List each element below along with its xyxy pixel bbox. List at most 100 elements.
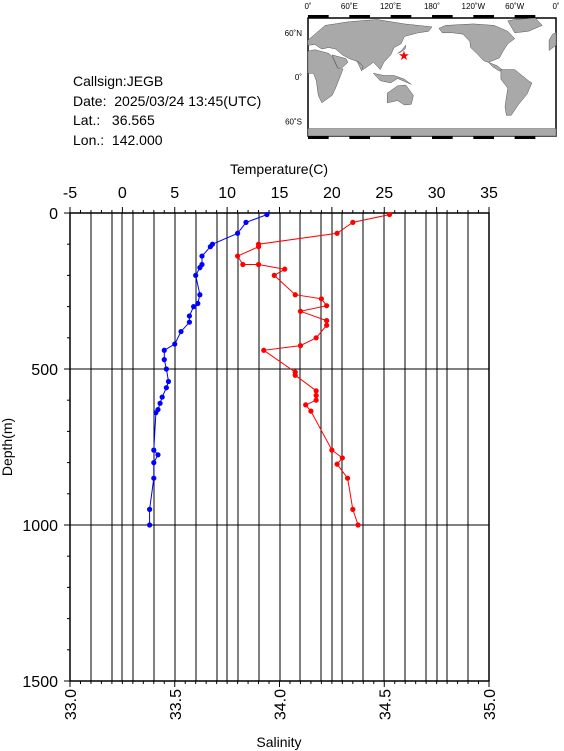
map-frame-ticks xyxy=(308,15,536,139)
salinity-point xyxy=(151,475,157,481)
salinity-point xyxy=(264,211,270,218)
temperature-tick-label: 20 xyxy=(323,185,341,202)
temperature-point xyxy=(324,303,330,309)
salinity-point xyxy=(197,292,203,298)
temperature-point xyxy=(329,447,335,453)
depth-tick-label: 1000 xyxy=(22,518,58,535)
map-frame-segment xyxy=(473,15,494,18)
map-frame-segment xyxy=(390,136,412,139)
temperature-tick-label: 30 xyxy=(428,185,446,202)
temperature-tick-label: 25 xyxy=(375,185,393,202)
map-longitude-label: 0˚ xyxy=(304,2,311,11)
land-shape xyxy=(438,23,516,63)
map-longitude-labels: 0˚ 60˚E 120˚E 180˚ 120˚W 60˚W 0˚ xyxy=(304,2,559,11)
map-longitude-label: 120˚E xyxy=(380,2,401,11)
temperature-point xyxy=(350,219,356,225)
temperature-point xyxy=(334,230,340,236)
salinity-point xyxy=(235,230,241,236)
salinity-point xyxy=(159,394,165,400)
temperature-point xyxy=(313,392,319,399)
map-frame-segment xyxy=(514,136,536,139)
salinity-point xyxy=(151,460,157,466)
temperature-axis-label: Temperature(C) xyxy=(230,161,328,177)
map-frame-segment xyxy=(308,15,329,18)
temperature-point xyxy=(355,522,361,528)
callsign-label: Callsign:JEGB xyxy=(73,73,164,89)
temperature-profile-line xyxy=(236,214,390,526)
map-frame-segment xyxy=(473,136,494,139)
land-shape xyxy=(307,19,433,71)
map-latitude-label: 60˚S xyxy=(285,117,302,126)
temperature-point xyxy=(334,461,340,467)
map-longitude-label: 180˚ xyxy=(424,2,440,11)
temperature-point xyxy=(292,372,298,378)
date-label: Date: 2025/03/24 13:45(UTC) xyxy=(73,92,262,109)
map-frame-segment xyxy=(432,136,453,139)
temperature-point xyxy=(308,408,314,414)
salinity-tick-label: 34.0 xyxy=(273,689,290,720)
map-latitude-labels: 60˚N 0˚ 60˚S xyxy=(285,29,303,127)
temperature-point xyxy=(261,347,267,353)
temperature-tick-label: 10 xyxy=(218,185,236,202)
salinity-tick-labels: 33.0 33.5 34.0 34.5 35.0 xyxy=(63,689,499,720)
land-shape xyxy=(397,44,407,54)
map-longitude-label: 0˚ xyxy=(552,2,559,11)
salinity-point xyxy=(191,304,197,310)
minor-ticks xyxy=(64,207,490,687)
latitude-label: Lat.: 36.565 xyxy=(73,112,155,128)
salinity-tick-label: 33.5 xyxy=(168,689,185,720)
temperature-point xyxy=(297,343,304,349)
salinity-point xyxy=(161,347,167,353)
chart-grid xyxy=(69,213,490,681)
temperature-point xyxy=(282,266,288,272)
longitude-label: Lon.: 142.000 xyxy=(73,131,163,148)
land-shape xyxy=(307,128,557,137)
temperature-tick-label: 5 xyxy=(170,185,179,202)
temperature-point xyxy=(324,322,330,328)
temperature-tick-labels: -5 0 5 10 15 20 25 30 35 xyxy=(63,185,498,202)
temperature-point xyxy=(344,475,351,481)
land-shape xyxy=(331,54,349,68)
series-layer xyxy=(147,211,393,528)
depth-tick-label: 1500 xyxy=(22,674,58,691)
salinity-point xyxy=(243,219,249,225)
temperature-point xyxy=(292,292,298,298)
map-frame-segment xyxy=(349,136,370,139)
map-latitude-label: 60˚N xyxy=(285,29,303,38)
map-frame-segment xyxy=(390,15,412,18)
land-shape xyxy=(386,84,414,106)
temperature-point xyxy=(339,455,345,461)
temperature-tick-label: 15 xyxy=(271,185,289,202)
land-shape xyxy=(356,60,364,72)
salinity-point xyxy=(147,506,153,512)
temperature-tick-label: -5 xyxy=(63,185,77,202)
station-info: Callsign:JEGB Date: 2025/03/24 13:45(UTC… xyxy=(73,72,261,150)
salinity-point xyxy=(207,244,213,250)
temperature-point xyxy=(271,272,277,278)
map-longitude-label: 60˚E xyxy=(341,2,358,11)
salinity-point xyxy=(165,378,172,385)
land-shape xyxy=(548,32,557,52)
temperature-point xyxy=(313,397,319,403)
map-frame-segment xyxy=(514,15,536,18)
location-map: 0˚ 60˚E 120˚E 180˚ 120˚W 60˚W 0˚ 60˚N 0˚ 60˚S ★ xyxy=(285,2,560,139)
salinity-point xyxy=(153,410,159,416)
temperature-point xyxy=(318,296,324,302)
salinity-point xyxy=(163,366,169,372)
salinity-axis-label: Salinity xyxy=(256,734,301,750)
temperature-point xyxy=(297,308,304,314)
salinity-point xyxy=(197,265,203,271)
temperature-point xyxy=(350,506,356,512)
salinity-point xyxy=(157,400,163,406)
map-latitude-label: 0˚ xyxy=(295,73,302,82)
temperature-point xyxy=(313,335,319,341)
salinity-point xyxy=(186,319,193,325)
salinity-point xyxy=(155,452,161,458)
land-shape xyxy=(307,49,344,104)
temperature-point xyxy=(303,402,309,408)
salinity-point xyxy=(199,253,205,259)
salinity-point xyxy=(147,522,153,528)
temperature-point xyxy=(313,388,319,394)
temperature-point xyxy=(240,261,246,268)
